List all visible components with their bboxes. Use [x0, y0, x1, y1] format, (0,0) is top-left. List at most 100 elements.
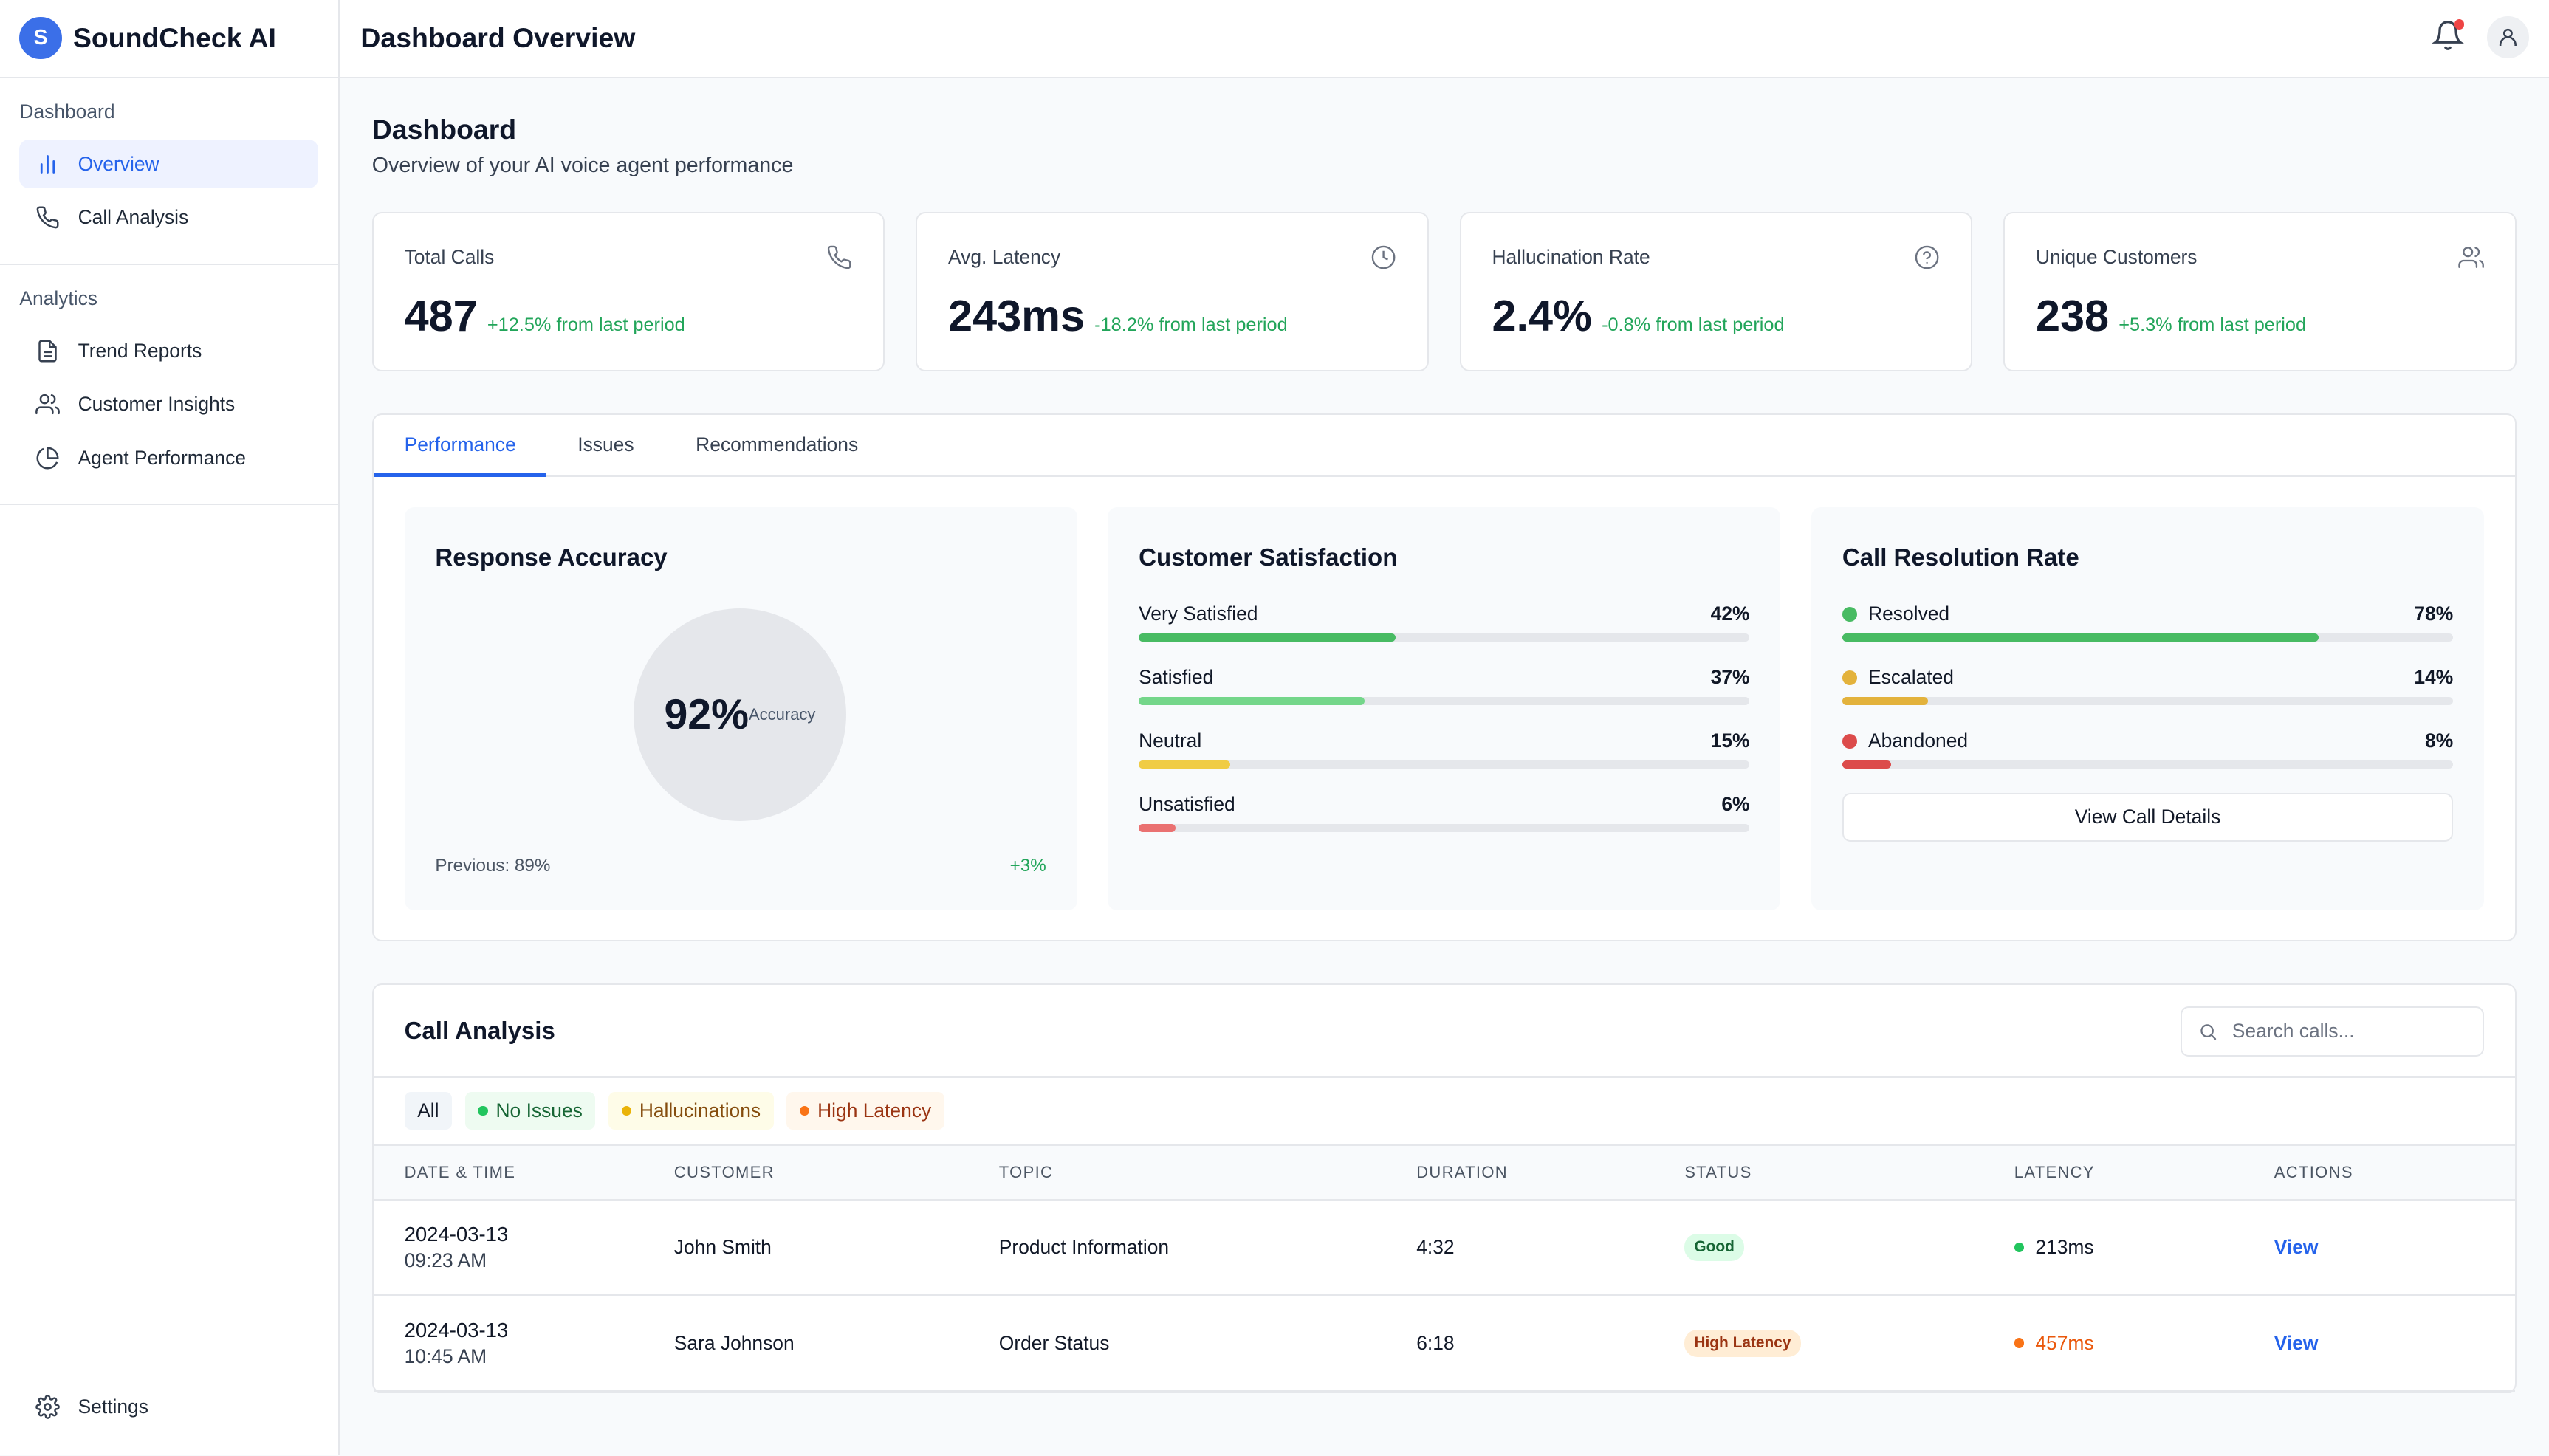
- status-dot: [1842, 733, 1857, 749]
- call-date: 2024-03-13: [404, 1222, 509, 1246]
- cell-topic: Product Information: [998, 1199, 1417, 1297]
- column-header[interactable]: CUSTOMER: [673, 1145, 999, 1201]
- page-title: Dashboard: [371, 113, 517, 145]
- main-content: Dashboard Overview Dashboard Overview of…: [339, 0, 2549, 1455]
- chip-label: No Issues: [495, 1099, 583, 1122]
- resolution-row: Escalated 14%: [1842, 665, 2454, 705]
- stat-change: -0.8% from last period: [1602, 314, 1785, 335]
- tab-issues[interactable]: Issues: [577, 433, 634, 456]
- table-row[interactable]: 2024-03-13 10:45 AM Sara Johnson Order St…: [373, 1295, 2515, 1393]
- progress-track: [1842, 633, 2454, 642]
- page-subtitle: Overview of your AI voice agent performa…: [371, 153, 794, 177]
- call-analysis-panel: Call Analysis All No Issues Hallucinatio…: [371, 983, 2517, 1394]
- bar-label: Unsatisfied: [1139, 792, 1235, 815]
- sidebar-item-settings[interactable]: Settings: [19, 1382, 318, 1431]
- bell-icon: [2432, 21, 2465, 51]
- satisfaction-row: Very Satisfied 42%: [1139, 602, 1750, 642]
- status-badge: Good: [1684, 1233, 1745, 1261]
- dashboard-content: Dashboard Overview of your AI voice agen…: [340, 78, 2549, 1394]
- stat-value: 2.4%: [1492, 290, 1592, 340]
- tab-recommendations[interactable]: Recommendations: [696, 433, 859, 456]
- tab-performance[interactable]: Performance: [373, 415, 547, 477]
- brand[interactable]: S SoundCheck AI: [0, 0, 338, 78]
- filter-no-issues[interactable]: No Issues: [464, 1092, 596, 1130]
- satisfaction-row: Unsatisfied 6%: [1139, 792, 1750, 832]
- cell-customer: John Smith: [673, 1199, 999, 1297]
- call-analysis-header: Call Analysis: [373, 985, 2515, 1078]
- progress-track: [1139, 696, 1750, 705]
- table-row[interactable]: 2024-03-13 09:23 AM John Smith Product In…: [373, 1199, 2515, 1297]
- cell-duration: 4:32: [1416, 1199, 1685, 1297]
- view-call-link[interactable]: View: [2274, 1235, 2319, 1258]
- user-icon: [2500, 29, 2517, 47]
- brand-logo: S: [19, 17, 62, 60]
- column-header[interactable]: LATENCY: [2014, 1145, 2274, 1201]
- bar-label: Very Satisfied: [1139, 602, 1258, 625]
- filter-high-latency[interactable]: High Latency: [786, 1092, 944, 1130]
- column-header[interactable]: TOPIC: [998, 1145, 1417, 1201]
- page-header-title: Dashboard Overview: [360, 22, 636, 54]
- accuracy-label: Accuracy: [748, 704, 816, 724]
- user-menu-button[interactable]: [2487, 16, 2530, 59]
- cell-actions: View: [2274, 1295, 2515, 1393]
- notifications-button[interactable]: [2432, 19, 2465, 52]
- users-icon: [2458, 247, 2484, 268]
- cell-topic: Order Status: [998, 1295, 1417, 1393]
- clock-icon: [1371, 245, 1396, 269]
- nav-heading: Dashboard: [19, 100, 115, 123]
- progress-track: [1842, 760, 2454, 769]
- status-badge: High Latency: [1684, 1329, 1801, 1357]
- sidebar-item-label: Overview: [78, 152, 159, 175]
- performance-panel: Performance Issues Recommendations Respo…: [371, 413, 2517, 941]
- sidebar-item-call-analysis[interactable]: Call Analysis: [19, 193, 318, 242]
- calls-table: DATE & TIME CUSTOMER TOPIC DURATION STAT…: [373, 1145, 2515, 1393]
- cell-date-time: 2024-03-13 10:45 AM: [373, 1295, 674, 1393]
- stat-card-unique-customers: Unique Customers 238 +5.3% from last per…: [2003, 212, 2517, 371]
- stat-label: Unique Customers: [2035, 246, 2198, 269]
- call-date: 2024-03-13: [404, 1318, 509, 1342]
- column-header[interactable]: DATE & TIME: [373, 1145, 674, 1201]
- bar-label: Escalated: [1868, 665, 1954, 688]
- stat-value: 487: [404, 290, 478, 340]
- progress-track: [1842, 696, 2454, 705]
- status-dot: [1842, 606, 1857, 622]
- column-header[interactable]: STATUS: [1684, 1145, 2014, 1201]
- call-analysis-title: Call Analysis: [404, 1016, 555, 1044]
- filter-hallucinations[interactable]: Hallucinations: [608, 1092, 774, 1130]
- cell-customer: Sara Johnson: [673, 1295, 999, 1393]
- column-header[interactable]: DURATION: [1416, 1145, 1685, 1201]
- latency-value: 457ms: [2035, 1331, 2094, 1354]
- bar-percent: 78%: [2414, 602, 2454, 625]
- nav-heading: Analytics: [19, 287, 97, 310]
- view-call-details-button[interactable]: View Call Details: [1842, 792, 2454, 842]
- view-call-link[interactable]: View: [2274, 1331, 2319, 1354]
- accuracy-value: 92%: [664, 690, 749, 738]
- chip-dot: [478, 1106, 488, 1116]
- latency-dot: [2014, 1242, 2024, 1252]
- accuracy-delta: +3%: [1009, 855, 1046, 876]
- sidebar-item-label: Settings: [78, 1395, 148, 1418]
- call-time: 09:23 AM: [404, 1249, 487, 1272]
- filter-all[interactable]: All: [404, 1092, 453, 1130]
- stat-change: +5.3% from last period: [2119, 314, 2307, 335]
- sidebar-item-overview[interactable]: Overview: [19, 140, 319, 189]
- stat-card-avg-latency: Avg. Latency 243ms -18.2% from last peri…: [916, 212, 1429, 371]
- brand-name: SoundCheck AI: [72, 22, 276, 54]
- sidebar-item-agent-performance[interactable]: Agent Performance: [19, 434, 318, 483]
- bar-percent: 37%: [1710, 665, 1750, 688]
- search-box[interactable]: [2180, 1006, 2484, 1057]
- sidebar-item-trend-reports[interactable]: Trend Reports: [19, 326, 318, 375]
- sidebar-item-customer-insights[interactable]: Customer Insights: [19, 380, 318, 429]
- bar-percent: 14%: [2414, 665, 2454, 688]
- sidebar-item-label: Call Analysis: [78, 206, 189, 229]
- progress-track: [1139, 633, 1750, 642]
- satisfaction-row: Neutral 15%: [1139, 729, 1750, 769]
- search-input[interactable]: [2231, 1020, 2460, 1043]
- bar-percent: 6%: [1721, 792, 1750, 815]
- progress-fill: [1139, 696, 1365, 705]
- cell-duration: 6:18: [1416, 1295, 1685, 1393]
- progress-fill: [1139, 823, 1176, 832]
- cell-actions: View: [2274, 1199, 2515, 1297]
- response-accuracy-card: Response Accuracy 92% Accuracy Previous:…: [404, 507, 1077, 910]
- card-title: Customer Satisfaction: [1139, 543, 1398, 571]
